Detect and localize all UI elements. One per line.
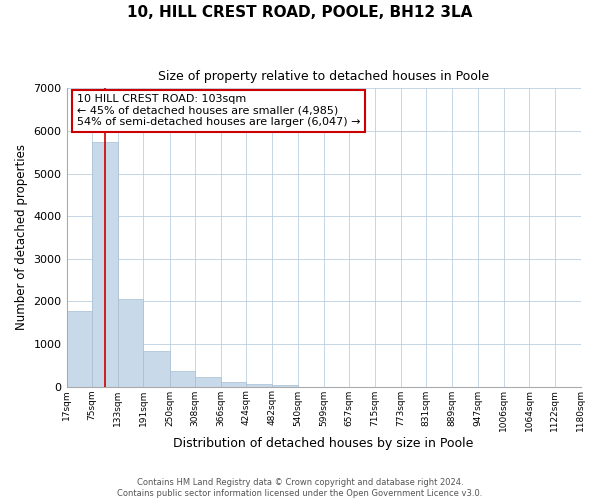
X-axis label: Distribution of detached houses by size in Poole: Distribution of detached houses by size …: [173, 437, 474, 450]
Bar: [170, 371, 195, 386]
Bar: [118, 299, 143, 386]
Bar: [272, 385, 298, 386]
Y-axis label: Number of detached properties: Number of detached properties: [15, 144, 28, 330]
Bar: [247, 384, 272, 386]
Text: 10, HILL CREST ROAD, POOLE, BH12 3LA: 10, HILL CREST ROAD, POOLE, BH12 3LA: [127, 5, 473, 20]
Bar: [67, 310, 92, 386]
Bar: [143, 351, 170, 386]
Bar: [92, 142, 118, 386]
Text: 10 HILL CREST ROAD: 103sqm
← 45% of detached houses are smaller (4,985)
54% of s: 10 HILL CREST ROAD: 103sqm ← 45% of deta…: [77, 94, 361, 128]
Title: Size of property relative to detached houses in Poole: Size of property relative to detached ho…: [158, 70, 489, 83]
Bar: [195, 377, 221, 386]
Text: Contains HM Land Registry data © Crown copyright and database right 2024.
Contai: Contains HM Land Registry data © Crown c…: [118, 478, 482, 498]
Bar: [221, 382, 247, 386]
